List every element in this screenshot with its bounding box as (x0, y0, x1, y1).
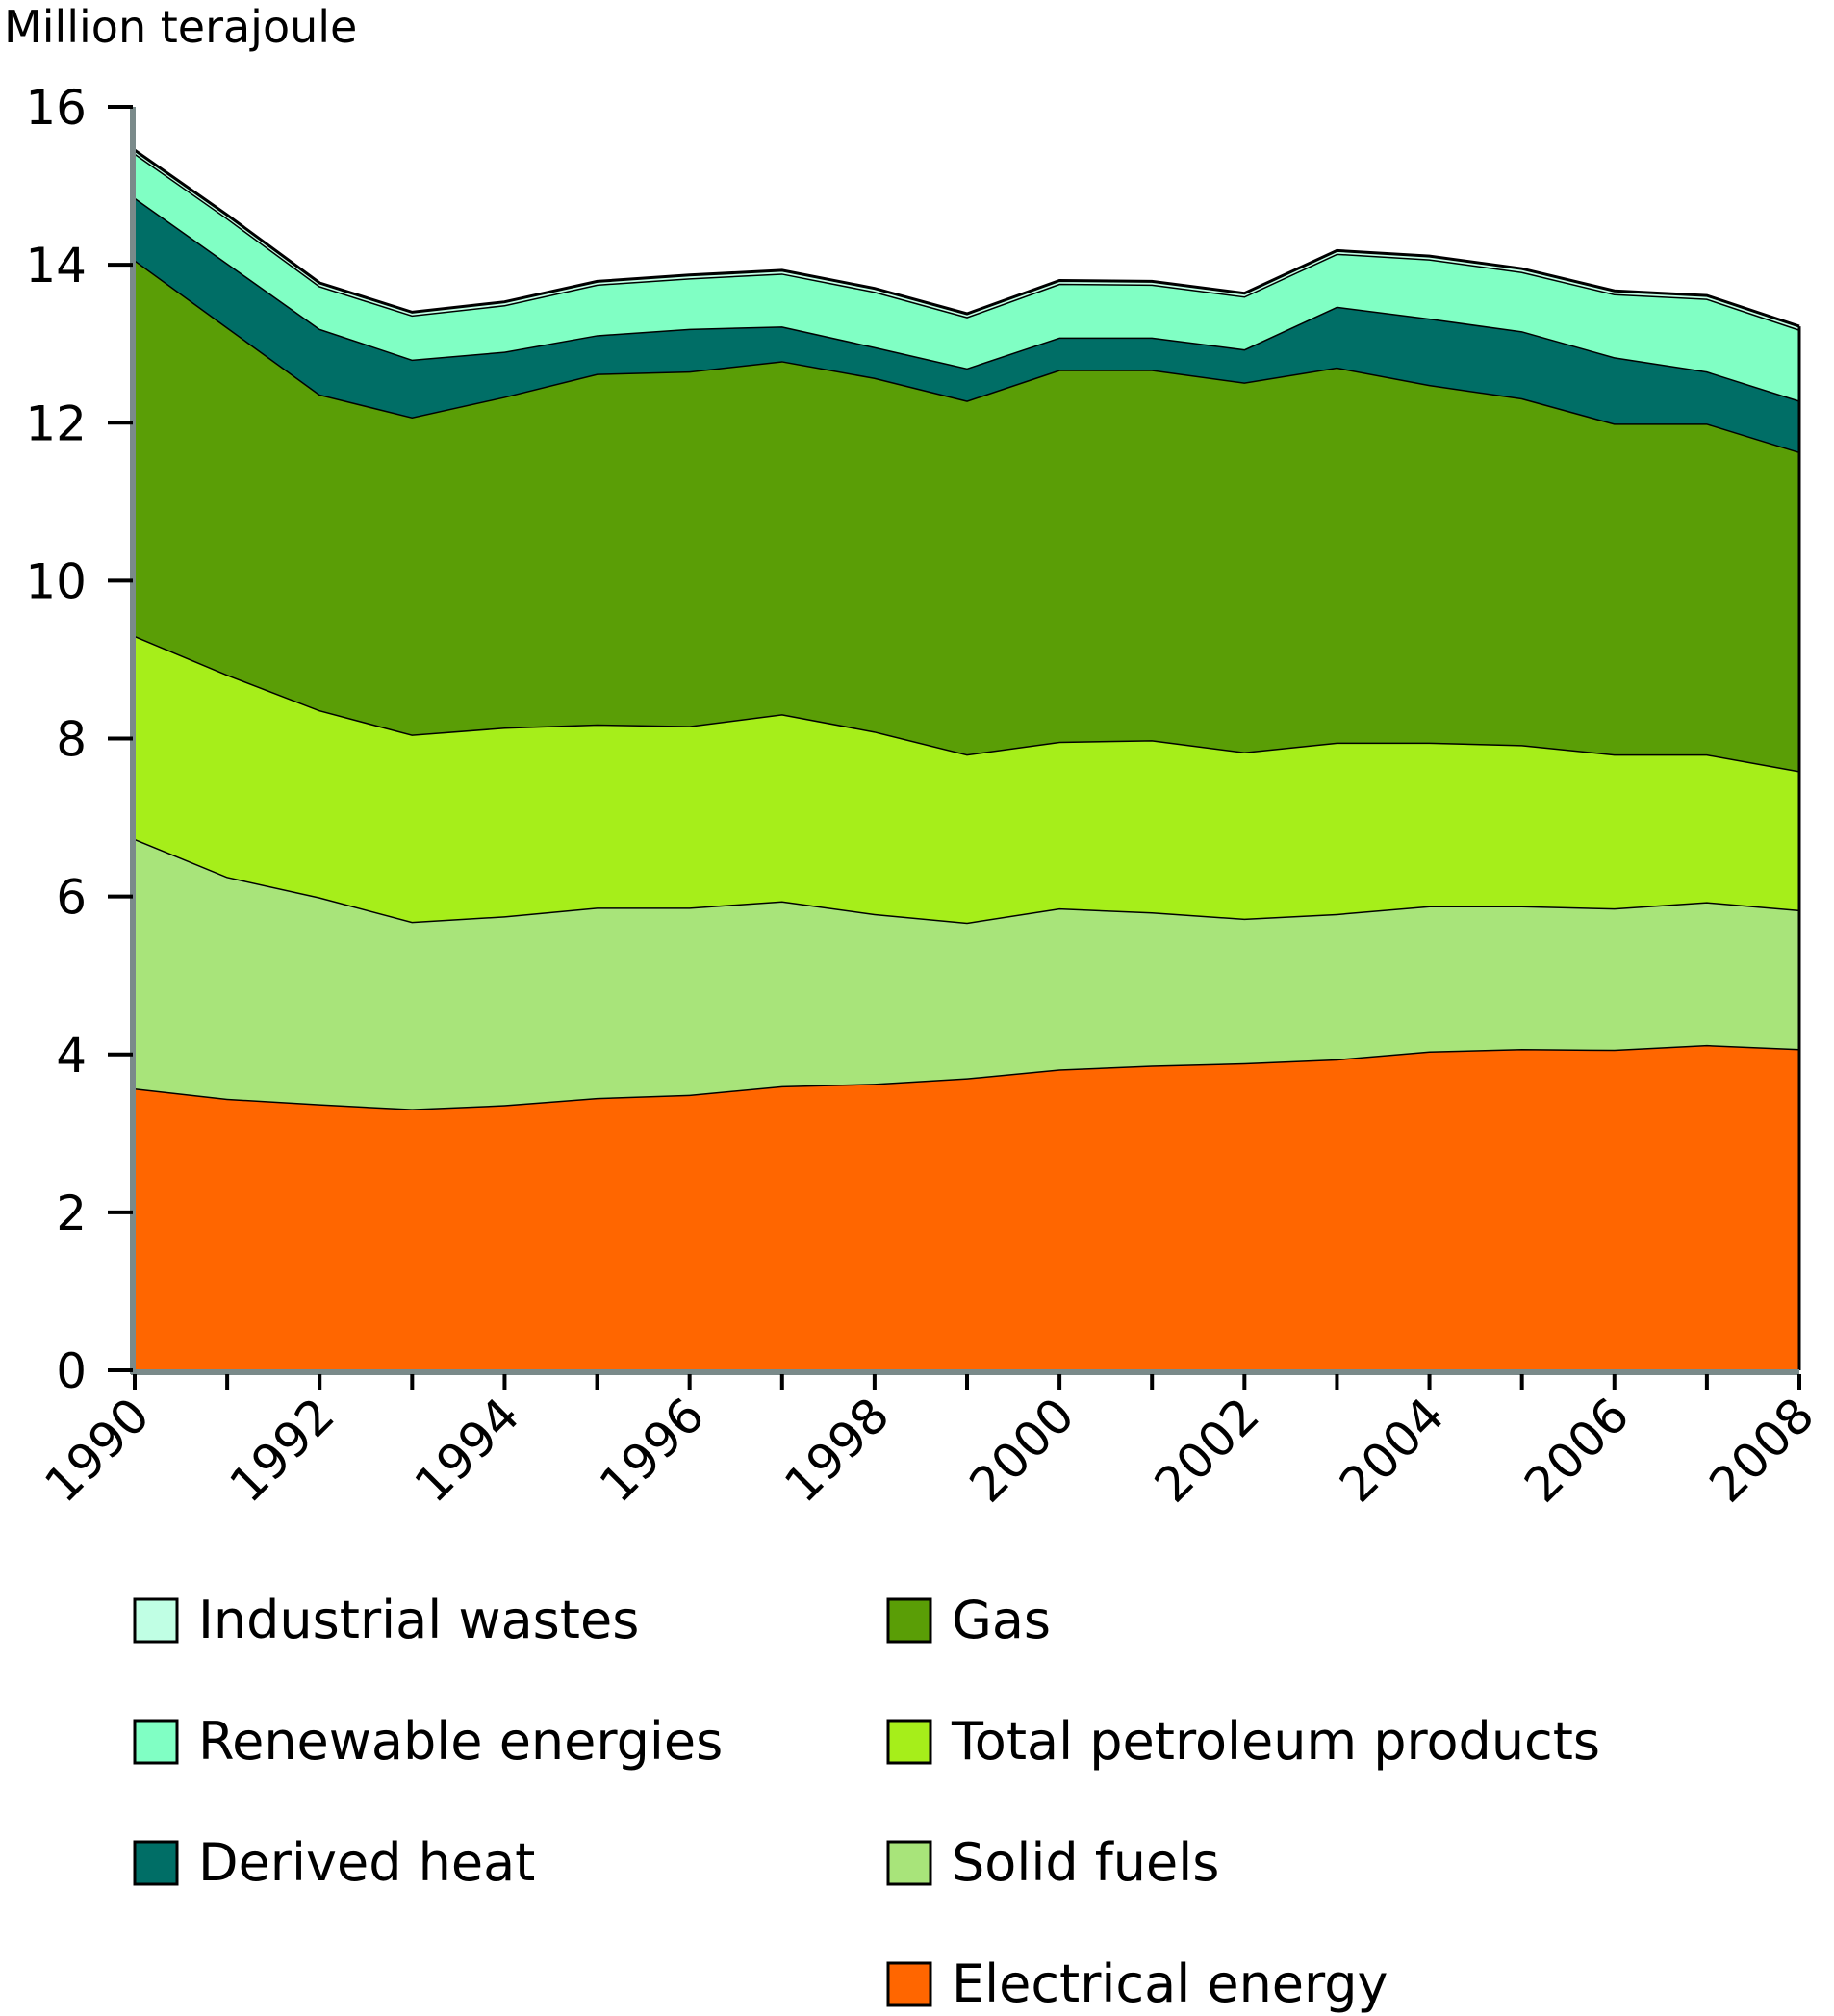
legend-label: Gas (952, 1590, 1051, 1650)
y-tick-label: 0 (56, 1343, 87, 1399)
legend-swatch (886, 1961, 932, 2007)
legend-swatch (886, 1597, 932, 1644)
legend-label: Derived heat (198, 1832, 535, 1893)
area-solid-fuels (135, 838, 1799, 1110)
legend-label: Total petroleum products (951, 1711, 1600, 1772)
area-total-petroleum-products (135, 635, 1799, 923)
x-tick-label: 1996 (589, 1387, 715, 1513)
legend-item-total-petroleum-products: Total petroleum products (886, 1711, 1600, 1772)
y-tick-label: 2 (56, 1186, 87, 1241)
legend-item-electrical-energy: Electrical energy (886, 1953, 1388, 2014)
legend-item-derived-heat: Derived heat (133, 1832, 535, 1893)
legend-swatch (886, 1719, 932, 1765)
legend-label: Electrical energy (952, 1953, 1388, 2014)
x-tick-label: 1990 (34, 1387, 160, 1513)
x-tick-label: 1994 (404, 1387, 530, 1513)
legend-swatch (133, 1719, 179, 1765)
legend-item-gas: Gas (886, 1590, 1051, 1650)
x-tick-label: 2004 (1329, 1387, 1455, 1513)
y-tick-label: 4 (56, 1028, 87, 1084)
y-tick-label: 8 (56, 712, 87, 768)
x-tick-label: 2000 (959, 1387, 1085, 1513)
legend-label: Industrial wastes (198, 1590, 639, 1650)
x-tick-label: 1992 (219, 1387, 345, 1513)
legend: Industrial wastes Renewable energies Deriv… (133, 1590, 1600, 2014)
x-tick-label: 2008 (1698, 1387, 1824, 1513)
x-tick-label: 2006 (1514, 1387, 1640, 1513)
y-tick-label: 10 (25, 553, 87, 609)
legend-swatch (886, 1840, 932, 1886)
legend-item-solid-fuels: Solid fuels (886, 1832, 1219, 1893)
legend-label: Renewable energies (198, 1711, 723, 1772)
legend-label: Solid fuels (952, 1832, 1219, 1893)
y-axis-title: Million terajoule (4, 1, 357, 53)
x-tick-label: 2002 (1144, 1387, 1270, 1513)
legend-swatch (133, 1840, 179, 1886)
legend-item-industrial-wastes: Industrial wastes (133, 1590, 639, 1650)
area-gas (135, 260, 1799, 772)
area-electrical-energy (135, 1044, 1799, 1370)
area-renewable-energies (135, 153, 1799, 401)
legend-item-renewable-energies: Renewable energies (133, 1711, 723, 1772)
y-tick-label: 14 (25, 238, 87, 293)
plot-areas (134, 148, 1801, 1370)
y-tick-label: 12 (25, 396, 87, 451)
line-industrial-wastes (134, 148, 1800, 328)
y-tick-label: 16 (25, 80, 87, 136)
y-tick-label: 6 (56, 870, 87, 926)
x-tick-label: 1998 (774, 1387, 900, 1513)
legend-swatch (133, 1597, 179, 1644)
